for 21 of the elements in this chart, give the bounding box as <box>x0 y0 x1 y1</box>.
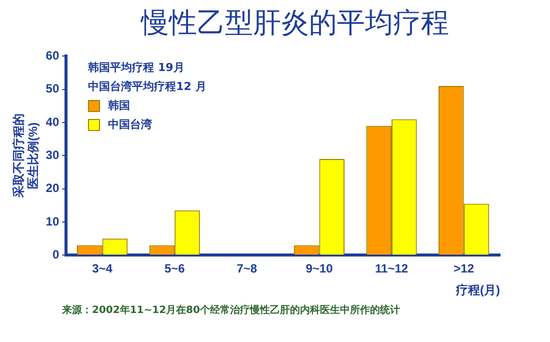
y-tick-label: 60 <box>46 48 60 63</box>
x-tick-label: 7~8 <box>236 262 258 276</box>
x-tick-label: 5~6 <box>164 262 186 276</box>
annotation: 韩国平均疗程 19月 <box>88 60 186 76</box>
x-tick-label: 3~4 <box>92 262 113 276</box>
x-axis-title: 疗程(月) <box>455 283 500 298</box>
x-tick-label: >12 <box>454 262 474 276</box>
annotation: 中国台湾平均疗程12 月 <box>88 79 206 96</box>
x-tick-label: 11~12 <box>375 262 408 276</box>
y-tick-label: 50 <box>46 82 60 96</box>
y-tick-label: 30 <box>46 148 60 162</box>
y-axis-title: 采取不同疗程的医生比例(%) <box>12 114 40 199</box>
x-tick-label: 9~10 <box>306 262 334 276</box>
y-tick-label: 0 <box>52 248 60 262</box>
y-tick-label: 10 <box>46 214 60 228</box>
source-note: 来源：2002年11~12月在80个经常治疗慢性乙肝的内科医生中所作的统计 <box>61 304 401 318</box>
legend-label: 中国台湾 <box>107 117 154 134</box>
y-tick-label: 40 <box>46 114 60 129</box>
legend-label: 韩国 <box>107 98 132 114</box>
y-tick-label: 20 <box>46 181 60 196</box>
chart-title: 慢性乙型肝炎的平均疗程 <box>140 5 450 41</box>
